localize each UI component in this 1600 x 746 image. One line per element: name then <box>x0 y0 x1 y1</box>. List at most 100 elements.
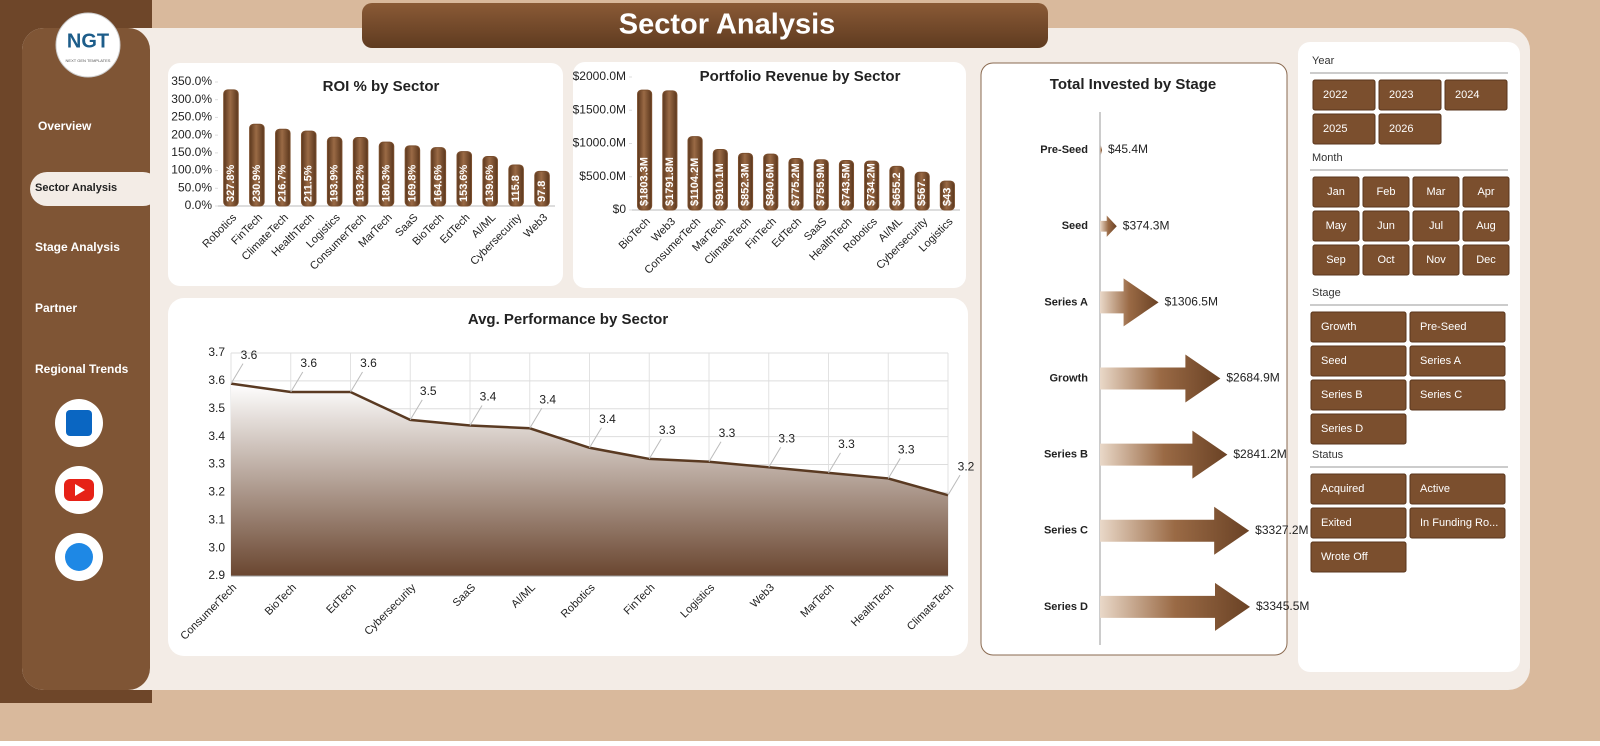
data-label: 216.7% <box>277 164 289 202</box>
y-tick-label: 250.0% <box>171 110 212 124</box>
y-tick-label: 100.0% <box>171 163 212 177</box>
y-tick-label: 3.0 <box>208 540 225 554</box>
slicer-button[interactable] <box>1462 244 1510 276</box>
arrow-bar <box>1100 145 1103 155</box>
y-tick-label: Series D <box>1044 601 1088 613</box>
slicer-button-label: Acquired <box>1321 483 1364 495</box>
bar <box>712 148 728 211</box>
slicer-button[interactable] <box>1312 79 1376 111</box>
slicer-button[interactable] <box>1378 79 1442 111</box>
y-tick-label: Series A <box>1044 296 1088 308</box>
slicer-button-label: Nov <box>1426 254 1446 266</box>
bar <box>223 89 239 207</box>
slicer-button[interactable] <box>1310 413 1407 445</box>
slicer-button-label: 2024 <box>1455 89 1479 101</box>
slicer-button-label: Exited <box>1321 517 1352 529</box>
data-label: $852.3M <box>739 163 751 206</box>
leader-line <box>469 405 483 426</box>
data-label: 230.9% <box>251 164 263 202</box>
slicer-button[interactable] <box>1362 244 1410 276</box>
slicer-button[interactable] <box>1412 244 1460 276</box>
slicer-button[interactable] <box>1462 176 1510 208</box>
slicer-button[interactable] <box>1310 345 1407 377</box>
leader-line <box>768 447 782 468</box>
y-tick-label: Seed <box>1062 220 1088 232</box>
area <box>231 383 948 576</box>
leader-line <box>708 441 722 462</box>
bar <box>662 90 678 211</box>
data-label: $1791.8M <box>664 157 676 206</box>
logo-circle <box>55 12 121 78</box>
bar <box>508 164 524 207</box>
data-label: 3.6 <box>360 356 377 370</box>
slicer-button[interactable] <box>1312 244 1360 276</box>
leader-line <box>290 371 304 393</box>
slicer-button[interactable] <box>1412 176 1460 208</box>
slicer-title: Status <box>1312 449 1344 461</box>
leader-line <box>648 438 662 460</box>
slicer-button[interactable] <box>1310 379 1407 411</box>
arrow-bar <box>1100 430 1228 479</box>
bar <box>275 128 291 207</box>
data-label: 139.6% <box>484 164 496 202</box>
y-tick-label: $500.0M <box>579 169 626 183</box>
slicer-button[interactable] <box>1409 507 1506 539</box>
data-label: 3.3 <box>659 423 676 437</box>
nav-item[interactable]: Overview <box>38 119 92 133</box>
bar <box>788 157 804 211</box>
slicer-button[interactable] <box>1312 113 1376 145</box>
slicer-button[interactable] <box>1362 210 1410 242</box>
slicer-button[interactable] <box>1310 507 1407 539</box>
slicer-button[interactable] <box>1310 541 1407 573</box>
slicer-button-label: Jul <box>1429 220 1443 232</box>
slicer-button[interactable] <box>1409 473 1506 505</box>
y-tick-label: 150.0% <box>171 145 212 159</box>
slicer-button[interactable] <box>1312 210 1360 242</box>
data-label: 193.2% <box>354 164 366 202</box>
chart-title: Avg. Performance by Sector <box>468 311 669 328</box>
leader-line <box>589 427 602 449</box>
y-tick-label: 3.5 <box>208 401 225 415</box>
slicer-button[interactable] <box>1412 210 1460 242</box>
logo-text: NGT <box>67 30 109 52</box>
slicer-button[interactable] <box>1409 379 1506 411</box>
data-label: $2684.9M <box>1226 371 1279 385</box>
slicer-button-label: 2026 <box>1389 123 1413 135</box>
slicer-button-label: 2023 <box>1389 89 1413 101</box>
bar <box>763 153 779 211</box>
y-tick-label: 3.3 <box>208 457 225 471</box>
bar <box>838 160 855 211</box>
slicer-button[interactable] <box>1409 311 1506 343</box>
linkedin-glyph <box>66 410 92 436</box>
data-label: $1104.2M <box>689 158 701 206</box>
slicer-button[interactable] <box>1310 473 1407 505</box>
leader-line <box>230 363 244 384</box>
data-label: $655.2 <box>891 172 903 206</box>
slicer-button-label: Apr <box>1477 186 1494 198</box>
slicer-button[interactable] <box>1312 176 1360 208</box>
slicer-button-label: 2022 <box>1323 89 1347 101</box>
slicer-button[interactable] <box>1378 113 1442 145</box>
nav-item[interactable]: Sector Analysis <box>35 182 117 194</box>
slicer-button[interactable] <box>1409 345 1506 377</box>
nav-item[interactable]: Partner <box>35 301 77 315</box>
nav-item[interactable]: Stage Analysis <box>35 240 120 254</box>
bar <box>430 147 447 207</box>
arrow-bar <box>1100 354 1221 403</box>
bar <box>637 89 653 211</box>
nav-item[interactable]: Regional Trends <box>35 362 129 376</box>
slicer-button-label: Active <box>1420 483 1450 495</box>
slicer-button[interactable] <box>1310 311 1407 343</box>
slicer-button[interactable] <box>1362 176 1410 208</box>
slicer-button-label: Series C <box>1420 389 1462 401</box>
leader-line <box>828 452 841 474</box>
logo-subtitle: NEXT GEN TEMPLATES <box>66 58 111 63</box>
slicer-button[interactable] <box>1462 210 1510 242</box>
slicer-button-label: Feb <box>1377 186 1396 198</box>
slicer-button[interactable] <box>1444 79 1508 111</box>
slicer-title: Stage <box>1312 287 1341 299</box>
bar <box>456 151 473 207</box>
y-tick-label: 300.0% <box>171 92 212 106</box>
data-label: $755.9M <box>815 163 827 206</box>
data-label: 211.5% <box>303 165 315 202</box>
